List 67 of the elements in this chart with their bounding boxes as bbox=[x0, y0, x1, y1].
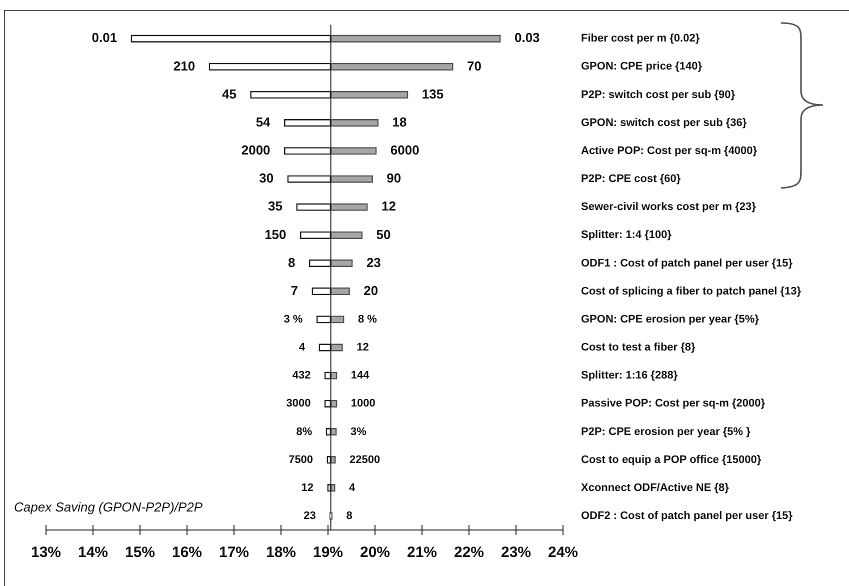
annotation: 12 bbox=[301, 482, 314, 494]
y-tick-label: Fiber cost per m {0.02} bbox=[581, 32, 700, 45]
x-tick-label: 16% bbox=[172, 544, 202, 562]
annotation: 4 bbox=[298, 342, 306, 354]
x-tick-label: 18% bbox=[266, 544, 296, 562]
annotation: 22500 bbox=[350, 454, 380, 466]
annotation: 150 bbox=[264, 226, 286, 242]
annotation: 135 bbox=[422, 86, 444, 102]
annotation: 0.01 bbox=[92, 30, 118, 46]
annotation: 8% bbox=[296, 426, 312, 438]
y-tick-label: GPON: switch cost per sub {36} bbox=[581, 116, 748, 129]
y-tick-label: GPON: CPE erosion per year {5%} bbox=[581, 313, 760, 326]
x-tick-label: 14% bbox=[78, 544, 108, 562]
x-tick-label: 21% bbox=[406, 544, 438, 562]
x-tick-label: 20% bbox=[360, 544, 390, 562]
x-tick-label: 19% bbox=[312, 544, 344, 562]
y-tick-label: Active POP: Cost per sq-m {4000} bbox=[581, 144, 758, 157]
annotation: 7 bbox=[290, 282, 298, 298]
y-tick-label: GPON: CPE price {140} bbox=[581, 60, 703, 73]
annotation: 12 bbox=[356, 342, 369, 354]
annotation: 4 bbox=[349, 482, 356, 494]
annotation: Capex Saving (GPON-P2P)/P2P bbox=[14, 500, 203, 515]
x-tick-label: 13% bbox=[30, 544, 62, 562]
annotation: 30 bbox=[259, 170, 274, 186]
y-tick-label: Cost to test a fiber {8} bbox=[581, 342, 696, 354]
annotation: 8 % bbox=[358, 313, 378, 326]
annotation: 90 bbox=[386, 170, 402, 186]
x-tick-label: 15% bbox=[124, 544, 156, 562]
annotation: 8 bbox=[346, 510, 352, 522]
y-tick-label: Cost of splicing a fiber to patch panel {13} bbox=[581, 285, 802, 298]
annotation: 45 bbox=[222, 86, 236, 102]
y-tick-label: P2P: CPE erosion per year {5% } bbox=[581, 426, 752, 438]
y-tick-label: Xconnect ODF/Active NE {8} bbox=[581, 482, 730, 494]
annotation: 35 bbox=[268, 198, 283, 214]
x-tick-label: 24% bbox=[548, 544, 578, 562]
y-tick-label: Cost to equip a POP office {15000} bbox=[581, 454, 762, 466]
y-tick-label: ODF2 : Cost of patch panel per user {15} bbox=[581, 510, 794, 522]
y-tick-label: P2P: CPE cost {60} bbox=[581, 173, 682, 186]
annotation: 1000 bbox=[350, 398, 376, 410]
y-tick-label: ODF1 : Cost of patch panel per user {15} bbox=[581, 257, 794, 270]
annotation: 3000 bbox=[286, 398, 311, 410]
y-tick-label: Splitter: 1:16 {288} bbox=[581, 370, 678, 382]
annotation: 8 bbox=[288, 254, 296, 270]
y-tick-label: Splitter: 1:4 {100} bbox=[581, 229, 672, 242]
annotation: 23 bbox=[366, 254, 381, 270]
annotation: 18 bbox=[392, 114, 407, 130]
annotation: 144 bbox=[350, 370, 370, 382]
annotation: 2000 bbox=[241, 142, 270, 158]
annotation: 7500 bbox=[288, 454, 314, 466]
annotation: 3% bbox=[350, 426, 367, 438]
annotation: 70 bbox=[467, 58, 482, 74]
annotation: 20 bbox=[364, 282, 378, 298]
y-tick-label: Sewer-civil works cost per m {23} bbox=[581, 201, 757, 214]
annotation: 12 bbox=[381, 198, 396, 214]
x-tick-label: 22% bbox=[454, 544, 484, 562]
y-tick-label: Passive POP: Cost per sq-m {2000} bbox=[581, 398, 766, 410]
annotation: 432 bbox=[292, 370, 311, 382]
annotation: 210 bbox=[173, 58, 196, 74]
x-tick-label: 17% bbox=[218, 544, 250, 562]
annotation: 23 bbox=[304, 510, 316, 522]
annotation: 50 bbox=[376, 226, 391, 242]
y-tick-label: P2P: switch cost per sub {90} bbox=[581, 88, 736, 101]
annotation: 6000 bbox=[390, 142, 420, 158]
annotation: 54 bbox=[256, 114, 272, 130]
annotation: 0.03 bbox=[514, 30, 540, 46]
annotation: 3 % bbox=[284, 313, 303, 326]
x-tick-label: 23% bbox=[500, 544, 532, 562]
